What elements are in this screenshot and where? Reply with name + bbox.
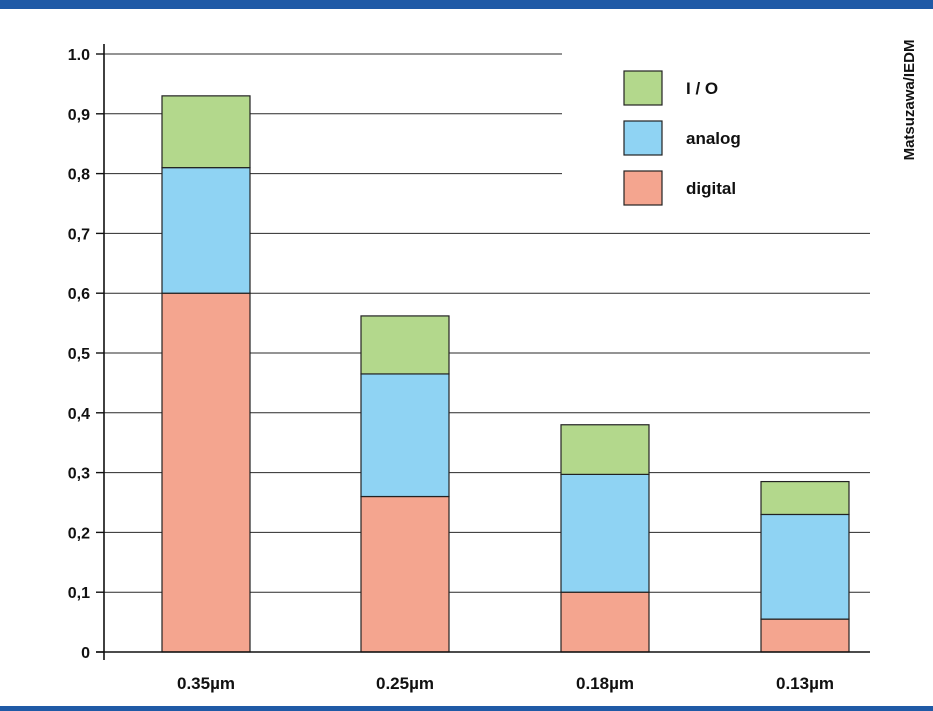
axes [96, 44, 870, 660]
bar-segment-analog [161, 167, 251, 294]
x-category-label: 0.25µm [376, 674, 434, 693]
bar-segment-io [560, 424, 650, 475]
bar-segment-io [760, 480, 850, 516]
y-tick-label: 1.0 [68, 47, 90, 64]
bar-segment-analog [360, 373, 450, 498]
bar-segment-digital [760, 618, 850, 653]
legend-label: digital [686, 179, 736, 198]
bar-segment-io [161, 95, 251, 169]
y-tick-label: 0,7 [68, 226, 90, 243]
legend: I / O analog digital [623, 70, 741, 206]
x-category-labels: 0.35µm 0.25µm 0.18µm 0.13µm [177, 674, 834, 693]
y-tick-labels: 0 0,1 0,2 0,3 0,4 0,5 0,6 0,7 0,8 0,9 1.0 [68, 47, 90, 662]
y-tick-label: 0,2 [68, 525, 90, 542]
bottom-rule [0, 706, 933, 711]
y-tick-label: 0,6 [68, 286, 90, 303]
bar-segment-digital [161, 292, 251, 653]
bars [161, 95, 850, 653]
legend-swatch [623, 70, 663, 106]
legend-label: analog [686, 129, 741, 148]
legend-label: I / O [686, 79, 718, 98]
y-tick-label: 0,8 [68, 167, 90, 184]
x-category-label: 0.35µm [177, 674, 235, 693]
top-rule [0, 0, 933, 9]
y-tick-label: 0,1 [68, 585, 90, 602]
source-credit: Matsuzawa/IEDM [901, 40, 918, 161]
bar-segment-analog [560, 473, 650, 593]
bar-segment-io [360, 315, 450, 375]
bar-segment-analog [760, 513, 850, 620]
bar-segment-digital [560, 591, 650, 653]
x-category-label: 0.18µm [576, 674, 634, 693]
bar-segment-digital [360, 495, 450, 653]
y-tick-label: 0,4 [68, 406, 90, 423]
legend-swatch [623, 120, 663, 156]
y-tick-label: 0,9 [68, 107, 90, 124]
y-tick-label: 0,3 [68, 466, 90, 483]
y-tick-label: 0 [81, 645, 90, 662]
x-category-label: 0.13µm [776, 674, 834, 693]
y-tick-label: 0,5 [68, 346, 90, 363]
legend-swatch [623, 170, 663, 206]
